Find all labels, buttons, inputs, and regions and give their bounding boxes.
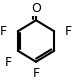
Text: O: O [31,2,41,15]
Text: F: F [5,56,12,69]
Text: F: F [0,25,7,38]
Text: F: F [65,25,72,38]
Text: F: F [32,67,40,80]
